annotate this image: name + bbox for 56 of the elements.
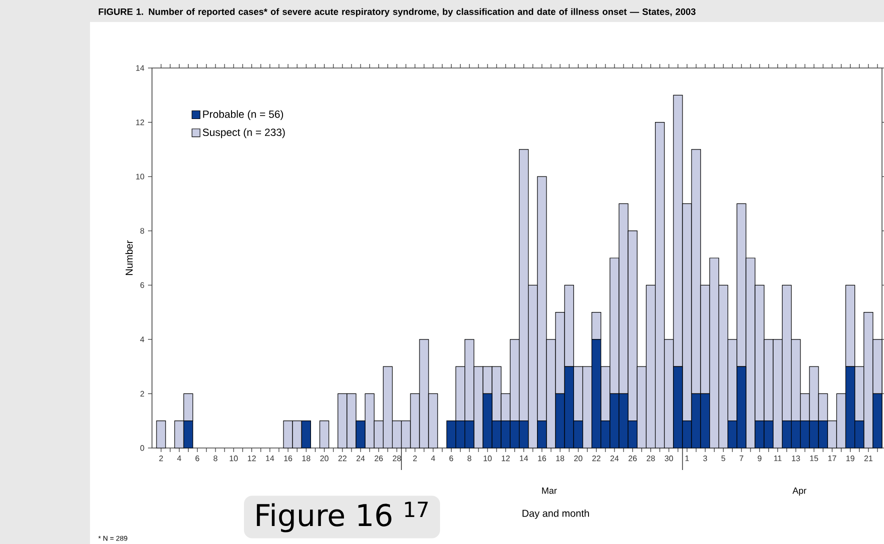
x-tick-label: 20 — [320, 456, 328, 462]
legend-label: Probable (n = 56) — [203, 110, 284, 120]
x-tick-label: 3 — [703, 456, 708, 462]
x-tick-label: 22 — [338, 456, 346, 462]
x-tick-label: 12 — [248, 456, 256, 462]
x-tick-label: 30 — [664, 456, 674, 462]
x-tick-label: 26 — [374, 456, 383, 462]
legend-label: Suspect (n = 233) — [202, 128, 285, 138]
x-tick-label: 2 — [159, 456, 163, 462]
x-tick-label: 17 — [828, 456, 836, 462]
text: Mar — [542, 488, 557, 494]
y-tick-label: 10 — [136, 174, 144, 180]
x-tick-label: 18 — [302, 456, 310, 462]
x-tick-label: 5 — [721, 456, 726, 462]
x-tick-label: 10 — [230, 456, 238, 462]
x-tick-label: 10 — [484, 456, 492, 462]
x-tick-label: 6 — [196, 456, 200, 462]
x-tick-label: 14 — [266, 456, 274, 462]
x-tick-label: 19 — [846, 456, 854, 462]
x-tick-label: 14 — [520, 456, 528, 462]
y-tick-label: 12 — [136, 119, 144, 126]
caption: Figure 16 $^{17}$ — [256, 502, 428, 532]
x-tick-label: 13 — [792, 456, 800, 462]
x-axis-title: Day and month — [522, 510, 589, 519]
x-tick-label: 22 — [592, 456, 600, 462]
y-tick-label: 8 — [140, 228, 144, 234]
x-tick-label: 2 — [413, 456, 417, 462]
x-tick-label: 24 — [610, 456, 619, 462]
x-tick-label: 16 — [538, 456, 546, 462]
x-tick-label: 18 — [556, 456, 564, 462]
x-tick-label: 12 — [502, 456, 510, 462]
x-tick-label: 9 — [758, 456, 762, 462]
y-tick-label: 6 — [140, 282, 144, 288]
x-tick-label: 4 — [177, 456, 182, 462]
y-tick-label: 2 — [140, 390, 144, 397]
x-tick-label: 20 — [574, 456, 582, 462]
x-tick-label: 8 — [468, 456, 472, 462]
x-tick-label: 16 — [284, 456, 292, 462]
text: Apr — [792, 488, 806, 496]
x-tick-label: 28 — [646, 456, 655, 462]
x-tick-label: 26 — [628, 456, 637, 462]
x-tick-label: 11 — [774, 456, 782, 462]
x-tick-label: 7 — [740, 456, 744, 462]
y-tick-label: 4 — [140, 336, 144, 342]
y-axis-title: Number — [125, 240, 133, 275]
x-tick-label: 6 — [449, 456, 454, 462]
x-tick-label: 24 — [356, 456, 365, 462]
x-tick-label: 21 — [864, 456, 872, 462]
x-tick-label: 28 — [392, 456, 401, 462]
y-tick-label: 14 — [136, 65, 144, 71]
y-tick-label: 0 — [140, 445, 144, 451]
x-tick-label: 4 — [431, 456, 436, 462]
x-tick-label: 15 — [810, 456, 818, 462]
x-tick-label: 8 — [214, 456, 218, 462]
chart-title: FIGURE 1. Number of reported cases* of severe acute respiratory syndrome, by classification and date of illness onset — States, 2003 — [98, 8, 696, 17]
x-tick-label: 1 — [685, 456, 689, 462]
